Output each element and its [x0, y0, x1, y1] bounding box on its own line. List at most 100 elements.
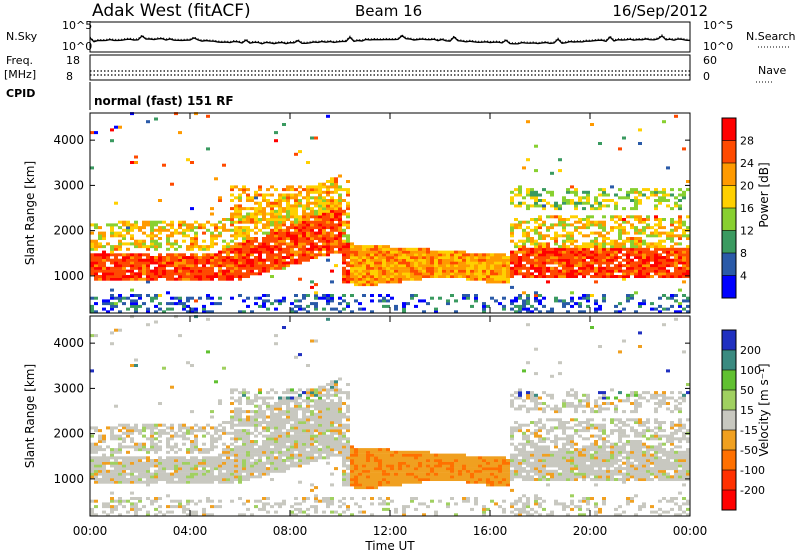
velocity-cell	[206, 478, 210, 481]
velocity-cell	[98, 473, 102, 476]
velocity-cell	[110, 492, 114, 495]
velocity-cell	[322, 410, 326, 413]
power-cell	[326, 221, 330, 224]
power-cell	[566, 202, 570, 205]
power-cell	[586, 223, 590, 226]
power-cell	[610, 185, 614, 188]
velocity-cell	[198, 448, 202, 451]
velocity-cell	[214, 475, 218, 478]
power-cell	[318, 229, 322, 232]
power-cell	[126, 275, 130, 278]
velocity-cell	[174, 451, 178, 454]
velocity-cell	[446, 478, 450, 481]
velocity-cell	[230, 454, 234, 457]
velocity-cell	[330, 399, 334, 402]
velocity-cell	[282, 421, 286, 424]
velocity-cell	[198, 429, 202, 432]
power-cell	[94, 226, 98, 229]
velocity-cell	[190, 467, 194, 470]
velocity-cell	[190, 364, 194, 367]
power-cell	[674, 248, 678, 251]
velocity-cell	[214, 437, 218, 440]
power-cell	[474, 278, 478, 281]
velocity-cell	[130, 440, 134, 443]
power-cell	[634, 272, 638, 275]
power-cell	[110, 139, 114, 142]
power-cell	[546, 270, 550, 273]
velocity-cell	[234, 407, 238, 410]
power-cell	[626, 253, 630, 256]
power-cell	[526, 207, 530, 210]
velocity-cell	[390, 478, 394, 481]
velocity-cell	[242, 443, 246, 446]
velocity-cell	[346, 405, 350, 408]
velocity-cell	[194, 443, 198, 446]
velocity-cell	[322, 448, 326, 451]
velocity-cell	[174, 481, 178, 484]
velocity-cell	[414, 454, 418, 457]
velocity-cell	[274, 443, 278, 446]
power-cell	[582, 275, 586, 278]
velocity-cell	[338, 440, 342, 443]
power-cell	[326, 259, 330, 262]
power-cell	[310, 286, 314, 289]
power-cell	[346, 270, 350, 273]
power-cell	[550, 223, 554, 226]
power-cell	[158, 272, 162, 275]
power-cell	[674, 261, 678, 264]
power-cell	[230, 264, 234, 267]
power-cell	[138, 275, 142, 278]
power-cell	[314, 294, 318, 297]
power-cell	[510, 229, 514, 232]
power-cell	[658, 199, 662, 202]
velocity-cell	[150, 443, 154, 446]
power-cell	[522, 299, 526, 302]
velocity-cell	[358, 486, 362, 489]
power-cell	[278, 299, 282, 302]
power-cell	[346, 191, 350, 194]
power-cell	[150, 256, 154, 259]
power-cell	[270, 229, 274, 232]
power-cell	[206, 256, 210, 259]
velocity-cell	[142, 448, 146, 451]
noise-right-tick-bottom: 10^0	[703, 40, 733, 53]
velocity-cell	[334, 407, 338, 410]
velocity-cell	[170, 386, 174, 389]
velocity-cell	[342, 443, 346, 446]
velocity-cell	[446, 473, 450, 476]
velocity-cell	[418, 470, 422, 473]
power-cell	[230, 261, 234, 264]
power-cell	[590, 294, 594, 297]
power-cell	[278, 215, 282, 218]
velocity-cell	[270, 443, 274, 446]
power-cell	[362, 280, 366, 283]
velocity-cell	[226, 454, 230, 457]
power-cell	[614, 253, 618, 256]
power-cell	[166, 253, 170, 256]
power-cell	[594, 223, 598, 226]
power-cell	[254, 256, 258, 259]
velocity-cell	[330, 413, 334, 416]
velocity-cell	[190, 451, 194, 454]
power-cell	[650, 245, 654, 248]
velocity-cell	[222, 429, 226, 432]
power-cell	[682, 264, 686, 267]
power-cell	[346, 240, 350, 243]
power-cell	[370, 294, 374, 297]
power-cell	[582, 226, 586, 229]
power-cell	[294, 237, 298, 240]
velocity-cell	[238, 413, 242, 416]
power-cell	[138, 256, 142, 259]
power-cell	[158, 245, 162, 248]
power-cell	[618, 256, 622, 259]
power-cell	[634, 275, 638, 278]
velocity-cell	[186, 462, 190, 465]
power-cell	[450, 275, 454, 278]
velocity-cell	[102, 511, 106, 514]
velocity-cell	[234, 454, 238, 457]
freq-panel-frame	[90, 55, 690, 80]
power-cell	[578, 297, 582, 300]
power-cell	[302, 207, 306, 210]
noise-sky-line	[90, 36, 690, 44]
velocity-cell	[310, 424, 314, 427]
